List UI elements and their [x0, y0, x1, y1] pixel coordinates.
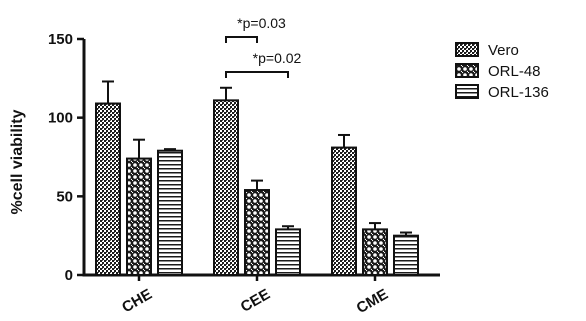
legend-swatch-vero — [455, 42, 479, 57]
significance-label: *p=0.02 — [253, 50, 302, 66]
bars-group — [95, 80, 419, 277]
y-tick-label: 100 — [48, 110, 73, 127]
significance-bracket — [225, 71, 289, 78]
bar-orl-48-cee — [244, 189, 270, 276]
bar-vero-cme — [331, 146, 357, 276]
legend-label-orl-48: ORL-48 — [488, 63, 541, 80]
significance-bracket — [225, 36, 258, 43]
y-axis-label: %cell viability — [9, 109, 26, 214]
x-tick-label: CEE — [238, 286, 273, 316]
bar-orl-136-che — [157, 149, 183, 276]
x-tick-label: CME — [354, 286, 391, 317]
bar-vero-cee — [213, 99, 239, 276]
bar-orl-136-cme — [393, 234, 419, 277]
significance-annotations: *p=0.03 *p=0.02 — [225, 15, 302, 78]
legend-swatch-orl-48 — [455, 63, 479, 78]
significance-label: *p=0.03 — [237, 15, 286, 31]
y-tick-label: 0 — [65, 267, 73, 284]
bar-vero-che — [95, 102, 121, 276]
legend: Vero ORL-48 ORL-136 — [455, 42, 549, 101]
legend-swatch-orl-136 — [455, 84, 479, 99]
bar-orl-136-cee — [275, 228, 301, 277]
y-tick-label: 150 — [48, 31, 73, 48]
y-tick-label: 50 — [56, 188, 73, 205]
x-tick-label: CHE — [119, 286, 155, 317]
legend-label-vero: Vero — [488, 42, 519, 59]
bar-orl-48-cme — [362, 228, 388, 277]
legend-label-orl-136: ORL-136 — [488, 84, 549, 101]
bar-orl-48-che — [126, 157, 152, 276]
